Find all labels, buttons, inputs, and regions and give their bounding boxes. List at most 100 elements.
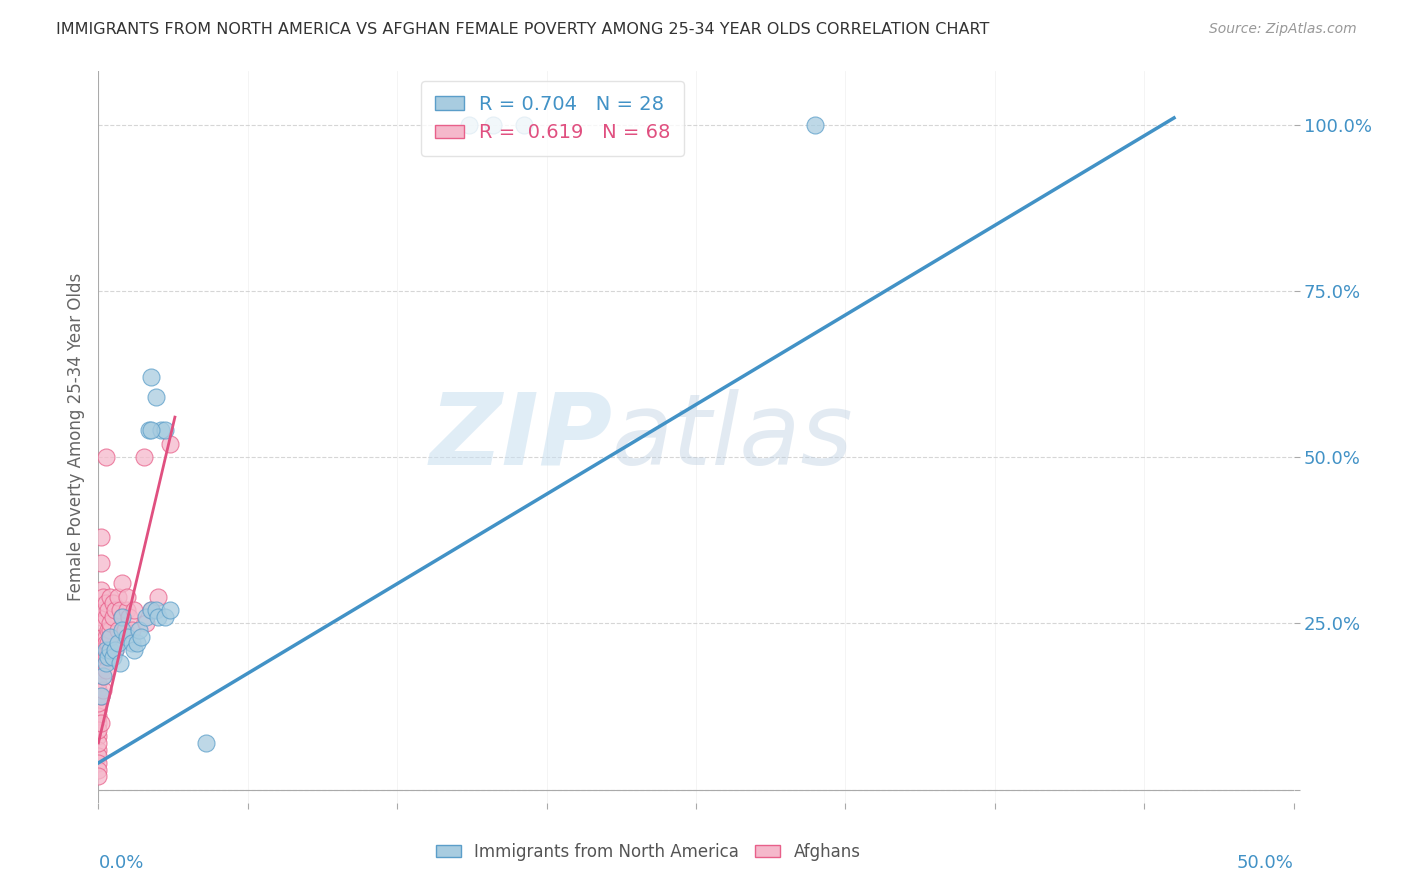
Text: Source: ZipAtlas.com: Source: ZipAtlas.com [1209, 22, 1357, 37]
Point [149, 424, 172, 438]
Text: 50.0%: 50.0% [1237, 854, 1294, 872]
Point [87, 709, 110, 723]
Point [94, 663, 117, 677]
Point [94, 656, 117, 670]
Point [97, 649, 120, 664]
Point [101, 609, 124, 624]
Point [97, 636, 120, 650]
Text: 0.0%: 0.0% [98, 854, 143, 872]
Point [135, 609, 157, 624]
Point [87, 676, 110, 690]
Text: ZIP: ZIP [429, 389, 613, 485]
Point [111, 609, 134, 624]
Point [125, 636, 148, 650]
Point [91, 616, 114, 631]
Point [94, 643, 117, 657]
Point [139, 370, 162, 384]
Point [87, 729, 110, 743]
Point [148, 609, 170, 624]
Point [155, 424, 177, 438]
Point [87, 682, 110, 697]
Point [91, 603, 114, 617]
Point [115, 603, 138, 617]
Point [98, 630, 122, 644]
Point [98, 616, 122, 631]
Point [131, 630, 153, 644]
Point [94, 450, 117, 464]
Point [87, 649, 110, 664]
Point [513, 118, 536, 132]
Y-axis label: Female Poverty Among 25-34 Year Olds: Female Poverty Among 25-34 Year Olds [66, 273, 84, 601]
Point [97, 603, 120, 617]
Point [115, 630, 138, 644]
Point [91, 656, 114, 670]
Point [121, 623, 143, 637]
Point [87, 663, 110, 677]
Point [90, 557, 112, 571]
Point [458, 118, 481, 132]
Point [90, 690, 112, 704]
Point [90, 690, 112, 704]
Point [90, 609, 112, 624]
Point [115, 590, 138, 604]
Point [108, 603, 131, 617]
Point [94, 609, 117, 624]
Point [107, 590, 129, 604]
Point [87, 769, 110, 783]
Point [98, 590, 122, 604]
Point [111, 609, 134, 624]
Point [90, 716, 112, 731]
Point [148, 590, 170, 604]
Point [159, 436, 181, 450]
Point [481, 118, 505, 132]
Point [94, 636, 117, 650]
Point [132, 450, 155, 464]
Point [135, 616, 157, 631]
Point [90, 636, 112, 650]
Point [98, 643, 122, 657]
Point [107, 623, 129, 637]
Point [87, 763, 110, 777]
Point [101, 596, 124, 610]
Point [91, 643, 114, 657]
Point [139, 603, 162, 617]
Text: IMMIGRANTS FROM NORTH AMERICA VS AFGHAN FEMALE POVERTY AMONG 25-34 YEAR OLDS COR: IMMIGRANTS FROM NORTH AMERICA VS AFGHAN … [56, 22, 990, 37]
Point [90, 582, 112, 597]
Point [87, 716, 110, 731]
Point [114, 623, 136, 637]
Point [121, 636, 143, 650]
Point [98, 630, 122, 644]
Point [118, 609, 141, 624]
Point [804, 118, 827, 132]
Point [128, 623, 150, 637]
Point [87, 749, 110, 764]
Point [94, 630, 117, 644]
Point [104, 603, 127, 617]
Point [104, 643, 127, 657]
Point [87, 703, 110, 717]
Point [111, 576, 134, 591]
Point [138, 424, 160, 438]
Point [87, 756, 110, 770]
Point [139, 603, 162, 617]
Point [91, 669, 114, 683]
Point [94, 649, 117, 664]
Point [98, 623, 122, 637]
Point [101, 649, 124, 664]
Point [87, 742, 110, 756]
Point [91, 682, 114, 697]
Point [91, 630, 114, 644]
Point [139, 424, 162, 438]
Legend: Immigrants from North America, Afghans: Immigrants from North America, Afghans [429, 837, 868, 868]
Point [108, 656, 131, 670]
Point [94, 596, 117, 610]
Point [87, 723, 110, 737]
Point [111, 623, 134, 637]
Point [145, 603, 167, 617]
Point [91, 590, 114, 604]
Point [107, 636, 129, 650]
Point [97, 623, 120, 637]
Point [145, 390, 167, 404]
Point [124, 643, 146, 657]
Point [159, 603, 181, 617]
